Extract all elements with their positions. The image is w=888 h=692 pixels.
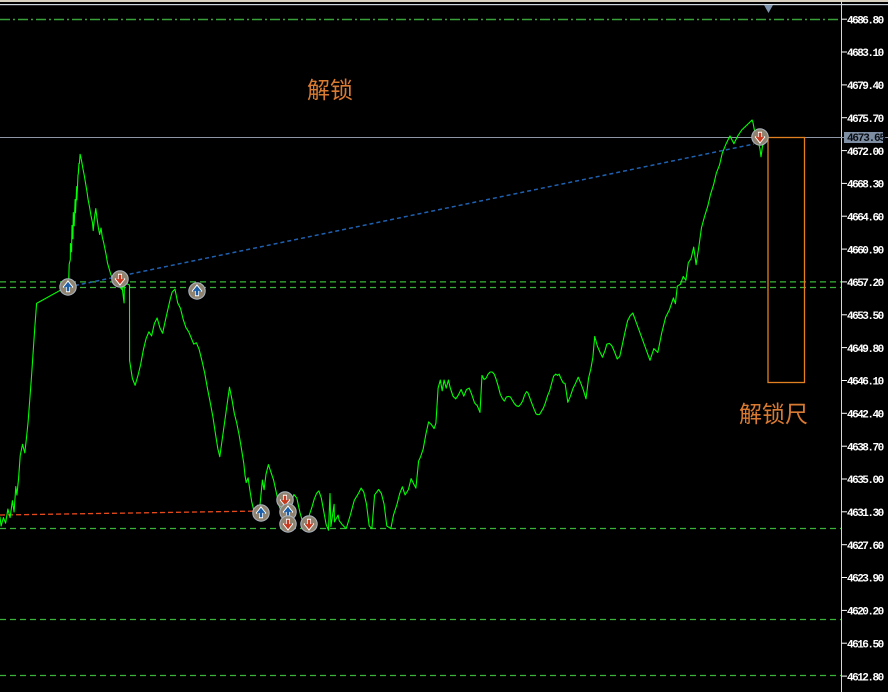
svg-text:4683.10: 4683.10 bbox=[847, 48, 884, 60]
svg-text:4638.70: 4638.70 bbox=[847, 442, 884, 454]
svg-text:4664.60: 4664.60 bbox=[847, 212, 884, 224]
svg-text:4657.20: 4657.20 bbox=[847, 278, 884, 290]
svg-text:4612.80: 4612.80 bbox=[847, 672, 884, 684]
svg-text:4616.50: 4616.50 bbox=[847, 639, 884, 651]
svg-text:4620.20: 4620.20 bbox=[847, 607, 884, 619]
svg-text:4627.60: 4627.60 bbox=[847, 541, 884, 553]
svg-text:4668.30: 4668.30 bbox=[847, 180, 884, 192]
svg-text:解锁尺: 解锁尺 bbox=[739, 402, 808, 427]
svg-text:4686.80: 4686.80 bbox=[847, 15, 884, 27]
svg-text:4660.90: 4660.90 bbox=[847, 245, 884, 257]
svg-text:4672.00: 4672.00 bbox=[847, 147, 884, 159]
svg-text:4631.30: 4631.30 bbox=[847, 508, 884, 520]
svg-text:4679.40: 4679.40 bbox=[847, 81, 884, 93]
svg-text:4653.50: 4653.50 bbox=[847, 311, 884, 323]
svg-text:解锁: 解锁 bbox=[307, 78, 353, 103]
svg-text:4642.40: 4642.40 bbox=[847, 410, 884, 422]
svg-text:4673.65: 4673.65 bbox=[847, 133, 886, 145]
svg-text:4675.70: 4675.70 bbox=[847, 114, 884, 126]
svg-text:4623.90: 4623.90 bbox=[847, 574, 884, 586]
svg-text:4646.10: 4646.10 bbox=[847, 377, 884, 389]
svg-text:4649.80: 4649.80 bbox=[847, 344, 884, 356]
svg-text:4635.00: 4635.00 bbox=[847, 475, 884, 487]
